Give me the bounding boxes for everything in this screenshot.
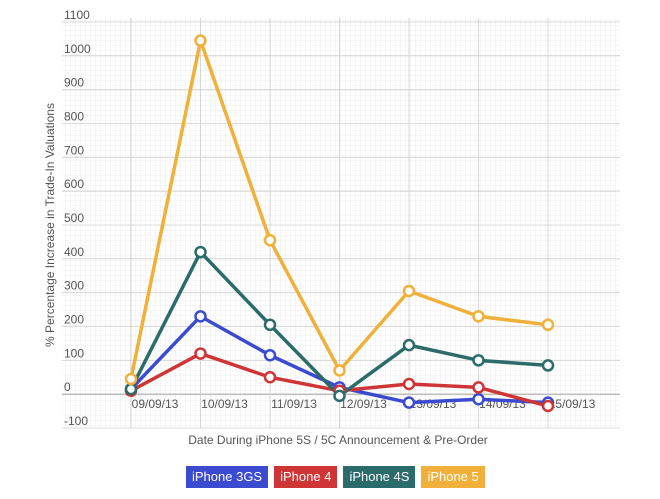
data-point <box>194 347 207 360</box>
data-point <box>263 318 277 332</box>
y-tick-label: 100 <box>64 346 84 360</box>
x-tick-label: 10/09/13 <box>201 397 248 411</box>
data-point <box>194 310 207 323</box>
line-chart: -100 0 100 200 300 400 500 600 700 800 900 1000 1100… <box>43 8 620 447</box>
y-tick-label: 200 <box>64 313 84 327</box>
x-axis-label: Date During iPhone 5S / 5C Announcement … <box>188 433 488 447</box>
data-point <box>194 34 207 47</box>
legend-item[interactable]: iPhone 4 <box>274 466 338 488</box>
y-tick-label: 800 <box>64 110 84 124</box>
data-point <box>263 371 277 384</box>
data-point <box>124 372 138 386</box>
legend-item[interactable]: iPhone 5 <box>421 466 485 488</box>
y-axis-label: % Percentage Increase in Trade-In Valuat… <box>43 103 57 347</box>
legend-item[interactable]: iPhone 4S <box>343 466 416 488</box>
data-point <box>263 233 277 247</box>
data-point <box>541 359 555 372</box>
data-point <box>472 381 485 394</box>
y-tick-label: 400 <box>64 245 84 259</box>
y-tick-label: 700 <box>64 143 84 157</box>
y-tick-label: 500 <box>64 211 84 225</box>
y-tick-label: 600 <box>64 177 84 191</box>
legend-item[interactable]: iPhone 3GS <box>186 466 269 488</box>
data-point <box>402 284 416 298</box>
data-point <box>541 399 555 413</box>
plot-area <box>62 18 620 428</box>
y-tick-label: 0 <box>64 380 71 394</box>
data-point <box>402 377 416 391</box>
y-tick-label: 300 <box>64 279 84 293</box>
data-point <box>333 364 346 377</box>
x-tick-label: 09/09/13 <box>132 397 179 411</box>
y-tick-label: -100 <box>64 414 88 428</box>
y-tick-label: 900 <box>64 76 84 90</box>
data-point <box>472 354 485 367</box>
data-point <box>333 389 346 403</box>
data-point <box>472 310 485 323</box>
x-tick-label: 12/09/13 <box>340 397 387 411</box>
data-point <box>472 392 485 406</box>
y-tick-label: 1100 <box>64 8 90 22</box>
x-tick-label: 15/09/13 <box>549 397 596 411</box>
series-layer <box>124 34 555 413</box>
legend: iPhone 3GS iPhone 4 iPhone 4S iPhone 5 <box>186 466 485 488</box>
data-point <box>402 396 416 409</box>
x-tick-label: 11/09/13 <box>271 397 317 411</box>
data-point <box>263 349 277 362</box>
y-tick-label: 1000 <box>64 42 91 56</box>
data-point <box>541 318 555 332</box>
data-point <box>194 245 207 259</box>
data-point <box>402 338 416 352</box>
data-point <box>124 382 138 396</box>
y-axis-ticks: -100 0 100 200 300 400 500 600 700 800 900 1000 1100 <box>64 8 91 428</box>
